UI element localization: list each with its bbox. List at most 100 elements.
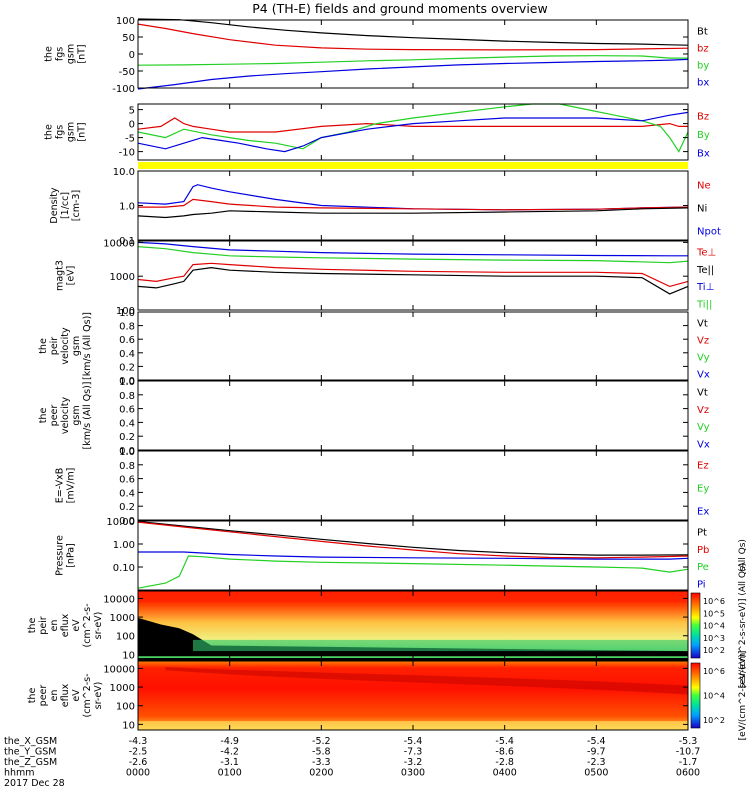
- legend-Ne: Ne: [697, 181, 711, 192]
- y-tick-label: 50: [122, 33, 135, 44]
- panel-density: Ne Ni Npot 0.1 1.0 10.0 Density [1/cc] [cm-3]: [49, 167, 721, 247]
- colorbar-tick-label: 10^2: [703, 716, 725, 725]
- y-tick-label: -5: [125, 134, 135, 145]
- y-axis-label: eV: [71, 619, 82, 632]
- panel-peer_vel: Vt Vz Vy Vx 0.0 0.2 0.4 0.6 0.8 1.0 the peer velocit…: [38, 377, 710, 457]
- y-tick-label: 0.8: [119, 461, 135, 472]
- xaxis-row-label: hhmm: [4, 768, 35, 779]
- panel-frame: [137, 19, 689, 89]
- y-tick-label: 0.8: [119, 322, 135, 333]
- y-tick-label: 10000: [103, 238, 135, 249]
- y-axis-label: Density: [49, 187, 60, 223]
- xaxis-row-label: the_X_GSM: [4, 736, 57, 747]
- colorbar-tick-label: 10^4: [703, 692, 725, 701]
- legend-Vy: Vy: [697, 422, 710, 433]
- series-bx: [137, 58, 689, 90]
- panel-frame: [137, 450, 689, 521]
- panel-fgs_dsl: Bz By Bx -10 -5 0 5 the fgs gsm [nT]: [44, 103, 710, 161]
- y-axis-label: [km/s (All Qs)]: [82, 382, 93, 450]
- colorbar-peer_en: [690, 662, 701, 729]
- green-band: [193, 639, 688, 652]
- y-axis-label: fgs: [55, 47, 66, 61]
- y-axis-label: peer: [38, 685, 49, 707]
- series-Ti||: [137, 246, 689, 264]
- y-axis-label: gsm: [66, 122, 77, 142]
- y-axis-label: peir: [38, 616, 49, 635]
- legend-Vx: Vx: [697, 370, 710, 381]
- xaxis-tick-label: -2.6: [129, 757, 148, 768]
- legend-note: (All Qs): [738, 539, 748, 572]
- panel-fgs: Bt bz by bx -100 -50 0 50 100 the fgs gsm [nT]: [44, 16, 710, 95]
- y-axis-label: [mV/m]: [66, 468, 77, 504]
- series-Npot: [137, 184, 689, 211]
- legend-Vx: Vx: [697, 439, 710, 450]
- date-label: 2017 Dec 28: [4, 778, 65, 789]
- series-Bt: [137, 18, 689, 46]
- panel-peer_en: 10^6 10^4 10^2 [eV/(cm^2-s-sr-eV)] 10 100 1000…: [27, 651, 748, 741]
- y-tick-label: 1.00: [113, 540, 135, 551]
- panel-temp: Te⊥ Te|| Ti⊥ Ti|| 100 1000 10000 magt3 [eV]: [55, 238, 717, 317]
- legend-Ex: Ex: [697, 507, 709, 518]
- series-Ne: [138, 198, 689, 211]
- y-tick-label: 0.6: [119, 475, 135, 486]
- y-axis-label: the: [44, 46, 55, 62]
- y-tick-label: 5: [129, 106, 135, 117]
- y-axis-label: gsm: [71, 336, 82, 356]
- xaxis-tick-label: -3.3: [312, 757, 331, 768]
- xaxis-tick-label: 0600: [676, 768, 700, 779]
- xaxis-tick-label: 0200: [309, 768, 333, 779]
- y-tick-label: 1000: [110, 613, 135, 624]
- xaxis-tick-label: -3.1: [220, 757, 239, 768]
- y-axis-label: fgs: [55, 125, 66, 139]
- status-bar: [138, 162, 688, 169]
- legend-Pt: Pt: [697, 528, 707, 539]
- legend-Te⊥: Te⊥: [696, 248, 716, 259]
- xaxis-tick-label: -5.2: [312, 736, 331, 747]
- y-axis-label: peer: [49, 405, 60, 427]
- series-by: [137, 55, 688, 66]
- series-Te⊥: [137, 262, 689, 288]
- y-axis-label: en: [49, 690, 60, 702]
- xaxis-tick-label: 0400: [493, 768, 517, 779]
- y-axis-label: eflux: [60, 613, 71, 637]
- y-tick-label: 1.0: [119, 447, 135, 458]
- y-tick-label: 0: [129, 120, 135, 131]
- y-tick-label: 1.0: [119, 308, 135, 319]
- legend-Vz: Vz: [697, 405, 709, 416]
- figure-title: P4 (TH-E) fields and ground moments over…: [252, 1, 547, 16]
- y-tick-label: 0.2: [119, 502, 135, 513]
- y-tick-label: -50: [119, 67, 135, 78]
- legend-Ey: Ey: [697, 484, 709, 495]
- panel-pressure: Pt Pb Pe Pi (All Qs) 0.10 1.00 10.00 Pressure [nP…: [55, 517, 748, 591]
- panel-frame: [137, 240, 689, 311]
- legend-Vt: Vt: [697, 388, 708, 399]
- y-tick-label: 0.0: [119, 376, 135, 387]
- y-axis-label: the: [38, 338, 49, 354]
- y-tick-label: 10: [122, 650, 135, 661]
- y-tick-label: 0.4: [119, 488, 135, 499]
- y-tick-label: 1000: [110, 683, 135, 694]
- xaxis-tick-label: -10.7: [676, 747, 701, 758]
- y-axis-label: [eV]: [66, 266, 77, 286]
- y-axis-label: E=-VxB: [55, 468, 66, 503]
- xaxis-row-label: the_Z_GSM: [4, 757, 57, 768]
- xaxis-tick-label: -5.4: [404, 736, 423, 747]
- series-Pi: [138, 551, 689, 560]
- y-tick-label: 10: [122, 720, 135, 731]
- y-tick-label: 100: [116, 632, 135, 643]
- y-axis-label: en: [49, 620, 60, 632]
- y-tick-label: 0.0: [119, 516, 135, 527]
- legend-Pb: Pb: [697, 545, 709, 556]
- y-axis-label: the: [27, 618, 38, 634]
- colorbar-title: [eV/(cm^2-s-sr-eV)]: [738, 651, 748, 741]
- panel-frame: [137, 311, 689, 381]
- y-axis-label: [km/s (All Qs)]: [82, 312, 93, 380]
- legend-Ti⊥: Ti⊥: [696, 282, 714, 293]
- y-axis-label: gsm: [71, 405, 82, 425]
- legend-by: by: [697, 61, 709, 72]
- high-flux-band: [138, 591, 688, 603]
- legend-Npot: Npot: [697, 227, 721, 238]
- y-axis-label: gsm: [66, 44, 77, 64]
- xaxis-tick-label: -5.4: [495, 736, 514, 747]
- y-axis-label: [1/cc]: [60, 192, 71, 219]
